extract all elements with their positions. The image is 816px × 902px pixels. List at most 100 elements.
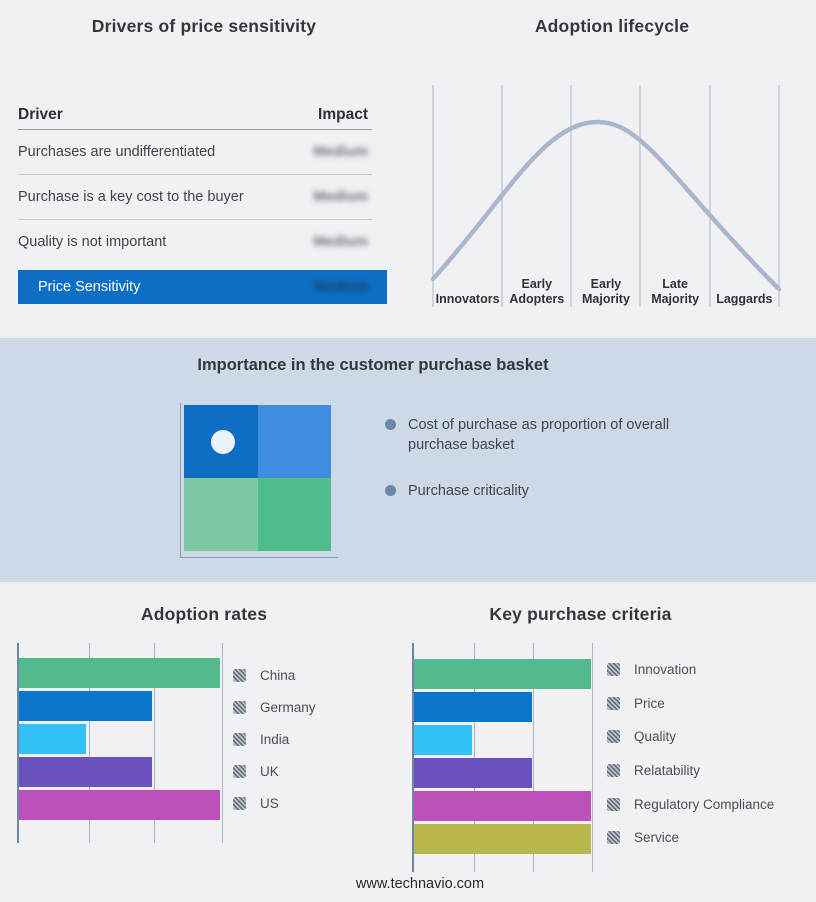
quadrant-bottom-left [184,478,258,551]
bar-india [19,724,86,754]
legend-item-service: Service [607,821,774,855]
website-url: www.technavio.com [355,876,485,892]
basket-title: Importance in the customer purchase bask… [197,356,549,374]
table-row: Purchases are undifferentiated Medium [18,130,372,175]
legend-swatch-icon [233,797,246,811]
adoption-rates-chart [17,643,231,843]
bar-service [414,824,591,854]
legend-label: Service [634,830,680,846]
legend-label: Price [634,695,665,711]
gridline [473,643,475,872]
legend-item-quality: Quality [607,720,774,754]
impact-cell-blurred: Medium [314,279,369,295]
legend-swatch-icon [233,668,246,682]
legend-label: Relatability [634,763,701,779]
legend-swatch-icon [233,700,246,714]
bar-quality [414,725,473,755]
gridline [153,643,155,843]
legend-swatch-icon [233,765,246,779]
table-row: Purchase is a key cost to the buyer Medi… [18,175,372,220]
legend-swatch-icon [607,764,620,778]
legend-swatch-icon [607,696,620,710]
bar-uk [19,757,153,787]
bar-regulatory-compliance [414,791,591,821]
legend-swatch-icon [233,732,246,746]
quadrant-axes [180,403,338,558]
drivers-table: Driver Impact Purchases are undifferenti… [18,96,372,264]
purchase-basket-band: Importance in the customer purchase bask… [0,338,816,582]
stage-laggards: Laggards [716,291,773,306]
bar-us [19,790,220,820]
bar-china [19,658,220,688]
legend-item-relatability: Relatability [607,754,774,788]
stage-innovators: Innovators [435,291,500,306]
bar-price [414,692,532,722]
legend-label: US [260,796,279,812]
legend-label: UK [260,764,279,780]
legend-label: Innovation [634,662,697,678]
basket-bullet-list: Cost of purchase as proportion of overal… [385,415,670,527]
lifecycle-panel-title: Adoption lifecycle [534,16,690,36]
legend-item-regulatory-compliance: Regulatory Compliance [607,787,774,821]
impact-cell-blurred: Medium [313,189,368,205]
adoption-lifecycle-chart [430,85,782,307]
drivers-table-header: Driver Impact [18,96,372,130]
price-sensitivity-label: Price Sensitivity [38,279,141,295]
driver-cell: Purchase is a key cost to the buyer [18,189,244,205]
legend-item-price: Price [607,687,774,721]
driver-column-header: Driver [18,106,63,123]
legend-label: China [260,667,296,683]
legend-label: Quality [634,729,677,745]
bullet-text: Cost of purchase as proportion of overal… [408,417,670,453]
table-row: Quality is not important Medium [18,220,372,264]
list-item: Purchase criticality [385,481,670,501]
gridline [532,643,534,872]
quadrant-top-left [184,405,258,478]
legend-label: Germany [260,699,316,715]
purchase-criteria-chart [412,643,595,872]
bar-area [414,643,591,872]
position-dot [211,430,235,454]
adoption-rates-legend: China Germany India UK US [233,659,316,820]
gridline [88,643,90,843]
bar-area [19,643,220,843]
driver-cell: Quality is not important [18,234,167,250]
impact-cell-blurred: Medium [313,234,368,250]
legend-item-germany: Germany [233,691,316,723]
legend-label: Regulatory Compliance [634,796,775,812]
list-item: Cost of purchase as proportion of overal… [385,415,670,455]
bar-relatability [414,758,532,788]
bar-innovation [414,659,591,689]
stage-early-adopters: Early Adopters [509,277,565,306]
legend-item-india: India [233,723,316,755]
legend-swatch-icon [607,831,620,845]
quadrant-top-right [257,405,331,478]
purchase-criteria-legend: Innovation Price Quality Relatability Re… [607,653,774,855]
purchase-criteria-title: Key purchase criteria [489,604,672,624]
quadrant-matrix [184,405,331,551]
bullet-icon [385,419,396,430]
legend-item-uk: UK [233,756,316,788]
impact-column-header: Impact [318,106,368,123]
stage-late-majority: Late Majority [651,277,700,306]
lifecycle-gridlines [432,85,780,307]
legend-item-china: China [233,659,316,691]
gridline [591,643,593,872]
bullet-icon [385,485,396,496]
bar-germany [19,691,153,721]
driver-cell: Purchases are undifferentiated [18,144,216,160]
lifecycle-stage-labels: Innovators Early Adopters Early Majority… [420,266,792,306]
impact-cell-blurred: Medium [313,144,368,160]
legend-label: India [260,731,290,747]
stage-early-majority: Early Majority [582,277,630,306]
legend-item-innovation: Innovation [607,653,774,687]
legend-item-us: US [233,788,316,820]
legend-swatch-icon [607,730,620,744]
drivers-panel-title: Drivers of price sensitivity [91,16,317,36]
legend-swatch-icon [607,797,620,811]
price-sensitivity-highlight-row: Price Sensitivity Medium [18,270,387,304]
adoption-rates-title: Adoption rates [140,604,268,624]
quadrant-bottom-right [257,478,331,551]
gridline [221,643,223,843]
